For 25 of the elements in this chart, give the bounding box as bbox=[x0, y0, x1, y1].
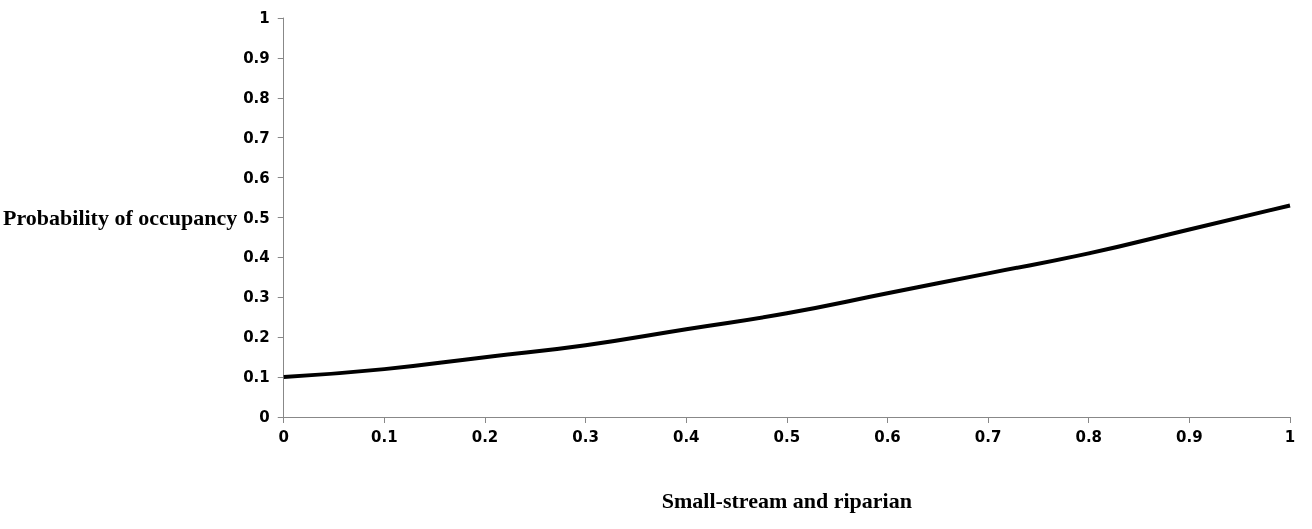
x-axis-title: Small-stream and riparian bbox=[661, 487, 912, 513]
x-tick-label: 0.4 bbox=[672, 427, 700, 446]
x-tick-label: 0.7 bbox=[974, 427, 1002, 446]
x-tick-label: 0.3 bbox=[572, 427, 599, 446]
y-tick-label: 0.3 bbox=[243, 288, 270, 307]
x-tick-label: 0.2 bbox=[471, 427, 499, 446]
x-tick-label: 1 bbox=[1284, 427, 1296, 446]
y-tick-label: 0 bbox=[259, 408, 270, 426]
y-tick-label: 0.4 bbox=[243, 248, 270, 267]
y-tick-label: 0.7 bbox=[243, 128, 270, 147]
y-tick-label: 0.2 bbox=[243, 328, 270, 347]
x-tick-label: 0.5 bbox=[773, 427, 801, 446]
x-tick-label: 0 bbox=[278, 427, 289, 446]
line-series bbox=[281, 203, 1292, 380]
y-tick-label: 0.5 bbox=[243, 208, 270, 227]
x-tick-label: 0.9 bbox=[1176, 427, 1203, 446]
x-tick-label: 0.1 bbox=[371, 427, 398, 446]
x-tick-label: 0.6 bbox=[874, 427, 901, 446]
y-tick-label: 0.6 bbox=[243, 168, 270, 187]
y-tick-label: 0.1 bbox=[243, 368, 270, 387]
y-tick-label: 0.8 bbox=[243, 88, 270, 107]
y-tick-label: 0.9 bbox=[243, 48, 270, 67]
y-axis-title: Probability of occupancy bbox=[3, 205, 238, 230]
x-tick-label: 0.8 bbox=[1075, 427, 1103, 446]
y-tick-label: 1 bbox=[259, 9, 270, 27]
